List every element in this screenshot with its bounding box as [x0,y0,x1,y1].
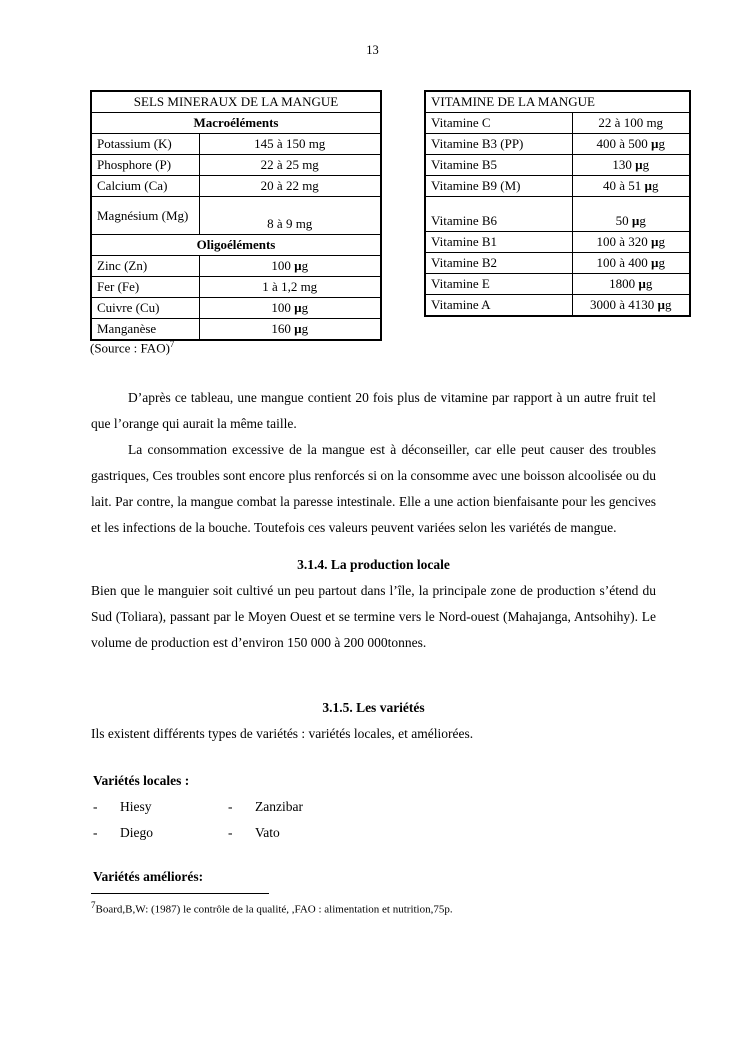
variety-bullet: - [228,825,233,840]
mineral-value: 8 à 9 mg [198,196,382,235]
mineral-label: Calcium (Ca) [90,175,200,197]
vitamin-value: 1800 µg [571,273,691,295]
table-row: Vitamine C 22 à 100 mg [424,112,691,134]
paragraph-consommation: La consommation excessive de la mangue e… [91,442,656,535]
vitamin-label: Vitamine B1 [424,231,573,253]
variety-bullet: - [93,799,98,814]
table-row: Cuivre (Cu) 100 µg [90,297,382,319]
variety-name: Diego [120,825,153,840]
table-row: Fer (Fe) 1 à 1,2 mg [90,276,382,298]
vitamin-value: 22 à 100 mg [571,112,691,134]
footnote-divider [91,893,269,894]
minerals-section-header-row: Macroéléments [90,112,382,134]
paragraph-vitamin-comparison: D’après ce tableau, une mangue contient … [91,390,656,431]
mineral-value: 22 à 25 mg [198,154,382,176]
vitamin-value: 3000 à 4130 µg [571,294,691,317]
minerals-section-header-row: Oligoéléments [90,234,382,256]
table-row: Vitamine B9 (M) 40 à 51 µg [424,175,691,197]
vitamin-label: Vitamine C [424,112,573,134]
table-row: Zinc (Zn) 100 µg [90,255,382,277]
footnote-ref: 7 [91,900,96,910]
table-row: Magnésium (Mg) 8 à 9 mg [90,196,382,235]
minerals-table-title-row: SELS MINERAUX DE LA MANGUE [90,90,382,113]
variety-name: Hiesy [120,799,152,814]
vitamins-table-title: VITAMINE DE LA MANGUE [424,90,691,113]
vitamin-value: 100 à 400 µg [571,252,691,274]
vitamin-value: 130 µg [571,154,691,176]
minerals-section-header: Macroéléments [90,112,382,134]
minerals-table-title: SELS MINERAUX DE LA MANGUE [90,90,382,113]
variety-list-row: - Hiesy - Zanzibar [93,794,656,820]
table-row: Manganèse 160 µg [90,318,382,341]
vitamin-label: Vitamine B9 (M) [424,175,573,197]
mineral-label: Potassium (K) [90,133,200,155]
source-note: (Source : FAO)7 [90,339,174,356]
vitamin-value: 50 µg [571,196,691,232]
mineral-label: Phosphore (P) [90,154,200,176]
vitamins-table: VITAMINE DE LA MANGUE Vitamine C 22 à 100… [424,90,691,317]
vitamin-label: Vitamine B6 [424,196,573,232]
mineral-value: 160 µg [198,318,382,341]
paragraph-production: Bien que le manguier soit cultivé un peu… [91,583,656,650]
minerals-table: SELS MINERAUX DE LA MANGUE Macroéléments… [90,90,382,341]
varietes-ameliorees-label: Variétés améliorés: [93,869,204,884]
vitamins-table-title-row: VITAMINE DE LA MANGUE [424,90,691,113]
tables-row: SELS MINERAUX DE LA MANGUE Macroéléments… [90,90,691,341]
table-row: Calcium (Ca) 20 à 22 mg [90,175,382,197]
variety-list: - Hiesy - Zanzibar - Diego - Vato [91,794,656,846]
vitamin-label: Vitamine B5 [424,154,573,176]
table-row: Vitamine B3 (PP) 400 à 500 µg [424,133,691,155]
table-row: Vitamine A 3000 à 4130 µg [424,294,691,317]
mineral-label: Magnésium (Mg) [90,196,200,235]
source-note-text: (Source : FAO) [90,340,170,356]
vitamin-value: 100 à 320 µg [571,231,691,253]
mineral-label: Cuivre (Cu) [90,297,200,319]
footnote-text: Board,B,W: (1987) le contrôle de la qual… [95,903,453,916]
mineral-value: 100 µg [198,297,382,319]
table-row: Potassium (K) 145 à 150 mg [90,133,382,155]
variety-list-row: - Diego - Vato [93,820,656,846]
footnote: 7Board,B,W: (1987) le contrôle de la qua… [91,898,656,917]
table-row: Phosphore (P) 22 à 25 mg [90,154,382,176]
variety-name: Zanzibar [255,799,303,814]
vitamin-label: Vitamine B3 (PP) [424,133,573,155]
paragraph-varietes: Ils existent différents types de variété… [91,726,474,741]
mineral-value: 145 à 150 mg [198,133,382,155]
vitamin-label: Vitamine A [424,294,573,317]
table-row: Vitamine B5 130 µg [424,154,691,176]
mineral-value: 100 µg [198,255,382,277]
mineral-label: Fer (Fe) [90,276,200,298]
variety-name: Vato [255,825,280,840]
vitamin-label: Vitamine E [424,273,573,295]
table-row: Vitamine E 1800 µg [424,273,691,295]
table-row: Vitamine B2 100 à 400 µg [424,252,691,274]
vitamin-value: 40 à 51 µg [571,175,691,197]
page-number: 13 [366,43,379,57]
mineral-label: Manganèse [90,318,200,341]
variety-bullet: - [228,799,233,814]
vitamin-label: Vitamine B2 [424,252,573,274]
table-row: Vitamine B6 50 µg [424,196,691,232]
vitamin-value: 400 à 500 µg [571,133,691,155]
minerals-section-header: Oligoéléments [90,234,382,256]
body-text: D’après ce tableau, une mangue contient … [91,385,656,928]
mineral-value: 20 à 22 mg [198,175,382,197]
varietes-locales-label: Variétés locales : [93,773,190,788]
mineral-value: 1 à 1,2 mg [198,276,382,298]
variety-bullet: - [93,825,98,840]
mineral-label: Zinc (Zn) [90,255,200,277]
source-footnote-ref: 7 [169,339,175,349]
section-heading-varietes: 3.1.5. Les variétés [322,700,425,715]
table-row: Vitamine B1 100 à 320 µg [424,231,691,253]
section-heading-production: 3.1.4. La production locale [297,557,450,572]
